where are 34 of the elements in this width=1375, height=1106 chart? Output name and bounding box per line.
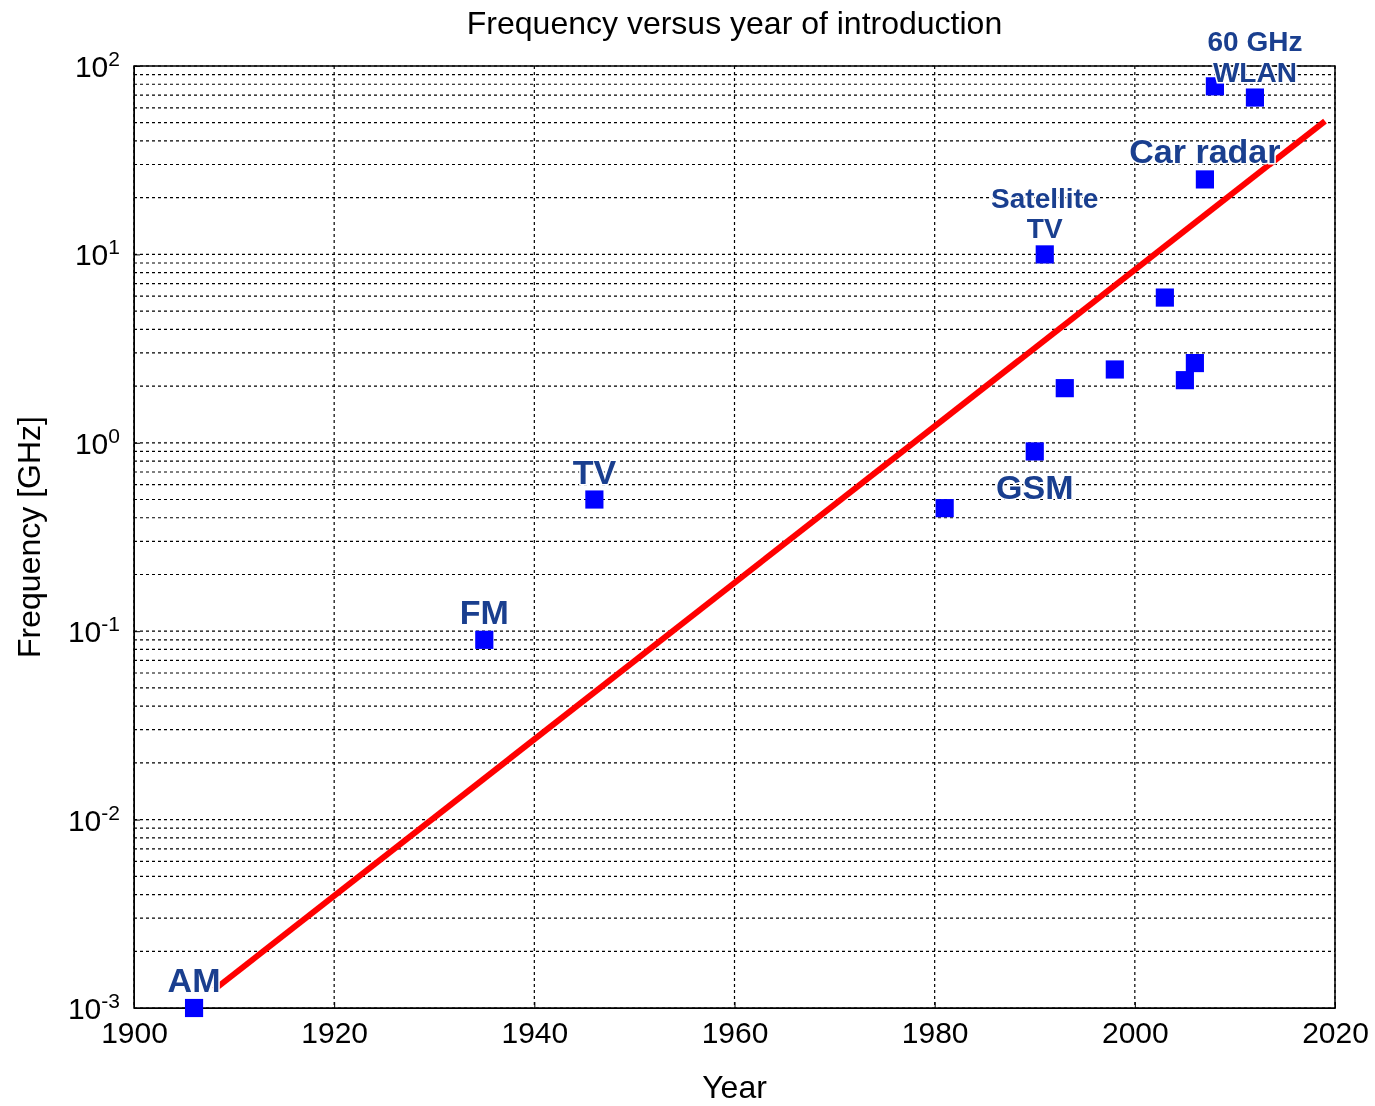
- x-tick-label: 2020: [1302, 1016, 1369, 1050]
- point: [1195, 170, 1214, 189]
- annotation: Car radar: [1129, 132, 1281, 171]
- y-tick-label: 10$^{-1}$: [67, 611, 120, 649]
- y-tick-label: 10$^{-2}$: [67, 800, 120, 837]
- y-axis-title: Frequency [GHz]: [11, 416, 47, 658]
- annotation: FM: [459, 592, 509, 631]
- y-tick-label: 10$^{2}$: [74, 46, 120, 83]
- x-tick-label: 1960: [701, 1016, 769, 1050]
- y-tick-label: 10$^{1}$: [74, 234, 120, 272]
- x-axis-title: Year: [702, 1069, 768, 1105]
- annotation: Satellite TV: [991, 182, 1099, 245]
- x-tick-label: 1900: [101, 1016, 168, 1050]
- chart-title: Frequency versus year of introduction: [466, 5, 1003, 41]
- point: [1185, 353, 1204, 373]
- x-tick-label: 1940: [501, 1016, 569, 1050]
- x-tick-label: 1980: [901, 1016, 969, 1050]
- x-tick-label: 1920: [301, 1016, 369, 1050]
- point: [935, 499, 954, 518]
- point: [184, 998, 204, 1018]
- point: [1175, 371, 1194, 390]
- point: [1035, 245, 1054, 264]
- x-tick-label: 2000: [1101, 1016, 1169, 1050]
- annotation: TV: [572, 452, 617, 491]
- point: [1025, 442, 1044, 461]
- point: [1245, 88, 1265, 107]
- point: [1055, 379, 1074, 398]
- point: [1105, 360, 1124, 379]
- annotation: GSM: [996, 467, 1074, 506]
- point: [585, 490, 604, 509]
- point: [475, 630, 494, 649]
- point: [1155, 288, 1174, 307]
- annotation: AM: [167, 961, 221, 999]
- y-tick-label: 10$^{0}$: [74, 423, 120, 460]
